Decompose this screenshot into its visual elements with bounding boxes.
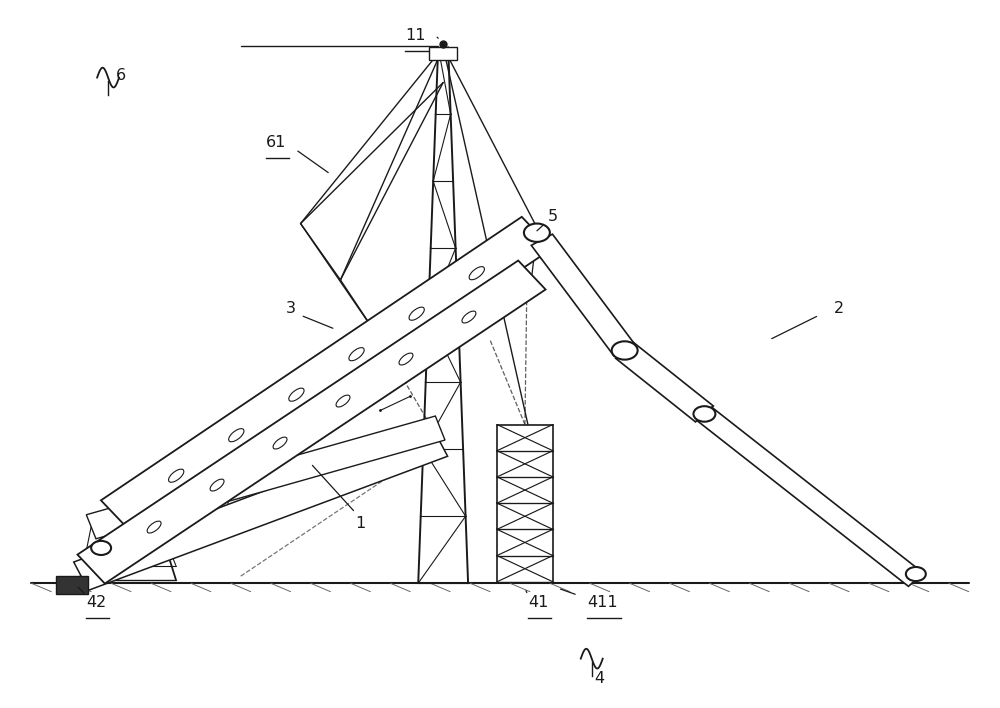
Ellipse shape [169,469,184,482]
Ellipse shape [349,348,364,361]
Circle shape [524,224,550,242]
Circle shape [612,341,638,360]
FancyBboxPatch shape [429,47,457,60]
Text: 6: 6 [116,68,126,83]
Ellipse shape [147,521,161,533]
Text: 41: 41 [528,595,548,610]
Text: 61: 61 [266,135,286,150]
Text: 5: 5 [548,209,558,224]
Ellipse shape [399,353,413,365]
Polygon shape [616,343,713,422]
Polygon shape [77,261,546,583]
Text: 11: 11 [405,28,426,42]
Ellipse shape [273,437,287,449]
Bar [56,576,88,594]
Polygon shape [101,217,552,532]
Circle shape [693,406,715,422]
Ellipse shape [210,479,224,491]
Text: 1: 1 [355,515,366,531]
Circle shape [906,567,926,581]
Text: 42: 42 [86,595,106,610]
Text: 4: 4 [595,671,605,686]
Ellipse shape [409,307,424,320]
Polygon shape [531,234,635,356]
Text: 2: 2 [834,301,844,316]
Polygon shape [74,428,448,590]
Text: 3: 3 [286,301,296,316]
Ellipse shape [469,267,484,280]
Ellipse shape [462,311,476,323]
Polygon shape [86,416,445,539]
Circle shape [91,541,111,555]
Ellipse shape [336,395,350,407]
Ellipse shape [229,428,244,442]
Text: 411: 411 [587,595,617,610]
Ellipse shape [289,388,304,401]
Polygon shape [697,407,923,586]
